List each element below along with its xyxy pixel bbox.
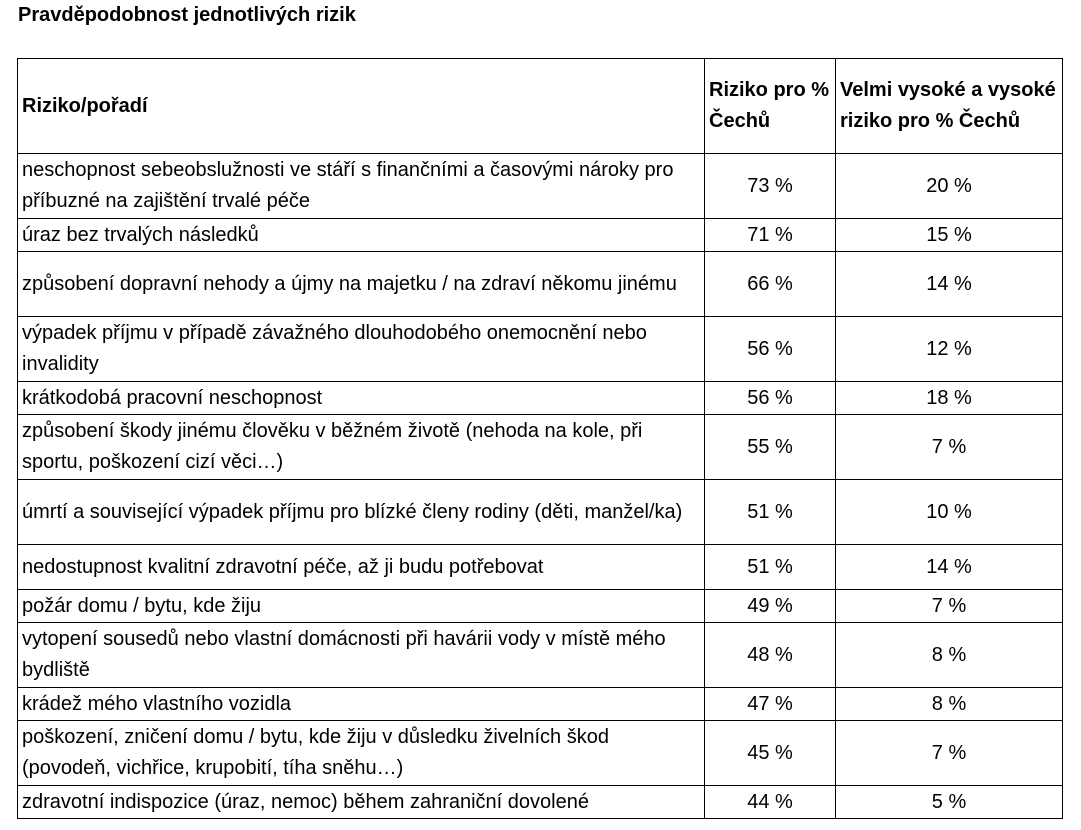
risk-name-cell: krátkodobá pracovní neschopnost	[17, 381, 705, 415]
risk-table: Riziko/pořadí Riziko pro % Čechů Velmi v…	[17, 58, 1063, 819]
risk-name-cell: požár domu / bytu, kde žiju	[17, 589, 705, 623]
high-risk-cell: 7 %	[835, 720, 1063, 786]
probability-cell: 48 %	[704, 622, 836, 688]
column-header-probability: Riziko pro % Čechů	[704, 58, 836, 154]
high-risk-cell: 12 %	[835, 316, 1063, 382]
risk-name-cell: poškození, zničení domu / bytu, kde žiju…	[17, 720, 705, 786]
high-risk-cell: 15 %	[835, 218, 1063, 252]
table-row: úraz bez trvalých následků 71 % 15 %	[17, 218, 1063, 252]
risk-name-cell: krádež mého vlastního vozidla	[17, 687, 705, 721]
table-row: způsobení škody jinému člověku v běžném …	[17, 414, 1063, 480]
table-row: úmrtí a související výpadek příjmu pro b…	[17, 479, 1063, 545]
risk-name-cell: nedostupnost kvalitní zdravotní péče, až…	[17, 544, 705, 590]
page-title: Pravděpodobnost jednotlivých rizik	[18, 4, 356, 26]
high-risk-cell: 10 %	[835, 479, 1063, 545]
high-risk-cell: 7 %	[835, 414, 1063, 480]
table-row: poškození, zničení domu / bytu, kde žiju…	[17, 720, 1063, 786]
table-row: krádež mého vlastního vozidla 47 % 8 %	[17, 687, 1063, 721]
table-row: způsobení dopravní nehody a újmy na maje…	[17, 251, 1063, 317]
probability-cell: 56 %	[704, 316, 836, 382]
probability-cell: 47 %	[704, 687, 836, 721]
risk-name-cell: způsobení dopravní nehody a újmy na maje…	[17, 251, 705, 317]
header-row: Riziko/pořadí Riziko pro % Čechů Velmi v…	[17, 58, 1063, 154]
probability-cell: 66 %	[704, 251, 836, 317]
probability-cell: 71 %	[704, 218, 836, 252]
table-row: vytopení sousedů nebo vlastní domácnosti…	[17, 622, 1063, 688]
table-row: zdravotní indispozice (úraz, nemoc) běhe…	[17, 785, 1063, 819]
column-header-risk: Riziko/pořadí	[17, 58, 705, 154]
table-row: výpadek příjmu v případě závažného dlouh…	[17, 316, 1063, 382]
probability-cell: 73 %	[704, 153, 836, 219]
probability-cell: 51 %	[704, 544, 836, 590]
high-risk-cell: 14 %	[835, 251, 1063, 317]
risk-name-cell: zdravotní indispozice (úraz, nemoc) běhe…	[17, 785, 705, 819]
risk-name-cell: vytopení sousedů nebo vlastní domácnosti…	[17, 622, 705, 688]
probability-cell: 45 %	[704, 720, 836, 786]
risk-name-cell: neschopnost sebeobslužnosti ve stáří s f…	[17, 153, 705, 219]
table-row: krátkodobá pracovní neschopnost 56 % 18 …	[17, 381, 1063, 415]
high-risk-cell: 5 %	[835, 785, 1063, 819]
high-risk-cell: 18 %	[835, 381, 1063, 415]
probability-cell: 56 %	[704, 381, 836, 415]
probability-cell: 44 %	[704, 785, 836, 819]
risk-name-cell: způsobení škody jinému člověku v běžném …	[17, 414, 705, 480]
high-risk-cell: 14 %	[835, 544, 1063, 590]
probability-cell: 51 %	[704, 479, 836, 545]
column-header-high-risk: Velmi vysoké a vysoké riziko pro % Čechů	[835, 58, 1063, 154]
high-risk-cell: 7 %	[835, 589, 1063, 623]
high-risk-cell: 8 %	[835, 687, 1063, 721]
risk-name-cell: výpadek příjmu v případě závažného dlouh…	[17, 316, 705, 382]
table-row: nedostupnost kvalitní zdravotní péče, až…	[17, 544, 1063, 590]
high-risk-cell: 20 %	[835, 153, 1063, 219]
probability-cell: 49 %	[704, 589, 836, 623]
risk-name-cell: úraz bez trvalých následků	[17, 218, 705, 252]
table-row: požár domu / bytu, kde žiju 49 % 7 %	[17, 589, 1063, 623]
probability-cell: 55 %	[704, 414, 836, 480]
risk-name-cell: úmrtí a související výpadek příjmu pro b…	[17, 479, 705, 545]
high-risk-cell: 8 %	[835, 622, 1063, 688]
table-row: neschopnost sebeobslužnosti ve stáří s f…	[17, 153, 1063, 219]
